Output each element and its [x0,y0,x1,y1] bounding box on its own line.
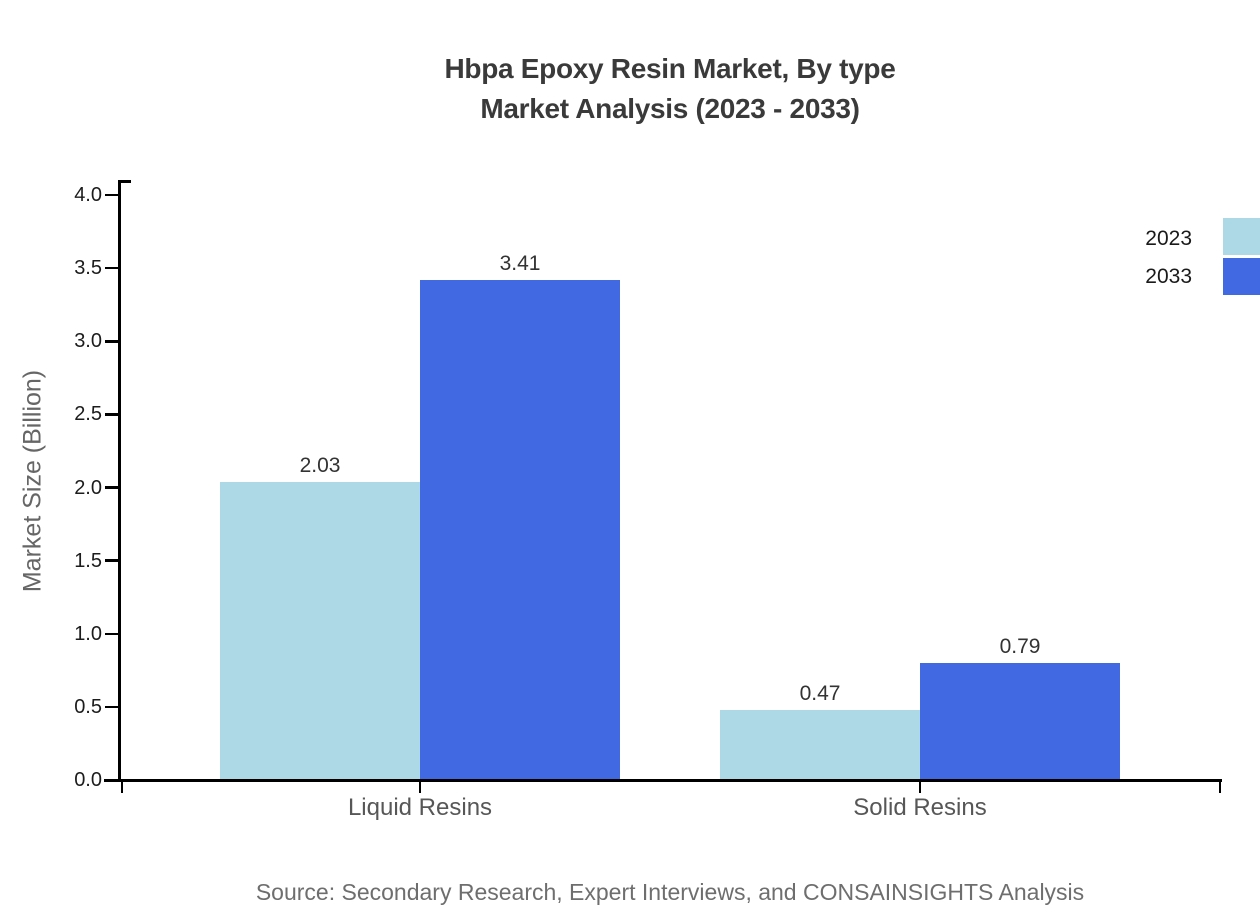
bar-liquid-resins-2023 [220,482,420,779]
legend-swatch-2023 [1223,218,1260,255]
bar-solid-resins-2033 [920,663,1120,779]
x-axis-tick [120,780,124,793]
y-axis-line [118,180,121,780]
bar-value-label: 2.03 [299,454,341,478]
y-axis-tick [105,340,118,343]
y-axis-tick-label: 0.0 [74,769,102,791]
x-axis-category-liquid-resins: Liquid Resins [347,794,493,821]
bar-solid-resins-2023 [720,710,920,779]
y-axis-tick [105,413,118,416]
y-axis-tick [105,559,118,562]
x-axis-tick [418,780,422,793]
y-axis-tick [105,486,118,489]
x-axis-tick [1218,780,1222,793]
y-axis-tick [105,778,118,782]
bar-value-label: 0.47 [799,682,841,706]
y-axis-tick [105,632,118,635]
y-axis-top-cap [118,180,131,183]
y-axis-tick-label: 4.0 [74,184,102,206]
y-axis-tick-label: 3.5 [74,257,102,280]
y-axis-tick [105,266,118,270]
y-axis-tick-label: 1.0 [74,622,102,645]
y-axis-tick-label: 3.0 [74,330,102,353]
legend-label-2033: 2033 [1145,265,1192,288]
legend-swatch-2033 [1223,258,1260,295]
y-axis-tick-label: 0.5 [74,695,102,718]
bar-liquid-resins-2033 [420,280,620,779]
chart-title: Hbpa Epoxy Resin Market, By type Market … [70,49,1260,129]
source-note: Source: Secondary Research, Expert Inter… [255,879,1085,905]
legend-label-2023: 2023 [1145,227,1192,250]
chart-title-line1: Hbpa Epoxy Resin Market, By type [444,53,896,84]
y-axis-tick-label: 2.5 [74,403,102,426]
y-axis-tick-label: 2.0 [74,476,102,499]
y-axis-tick [105,705,118,709]
y-axis-tick-label: 1.5 [74,549,102,572]
x-axis-category-solid-resins: Solid Resins [853,794,987,821]
chart-title-line2: Market Analysis (2023 - 2033) [480,93,860,124]
y-axis-tick [105,193,118,197]
x-axis-tick [918,780,922,793]
bar-value-label: 0.79 [999,635,1041,659]
x-axis-line [104,779,1222,782]
bar-value-label: 3.41 [499,252,541,276]
